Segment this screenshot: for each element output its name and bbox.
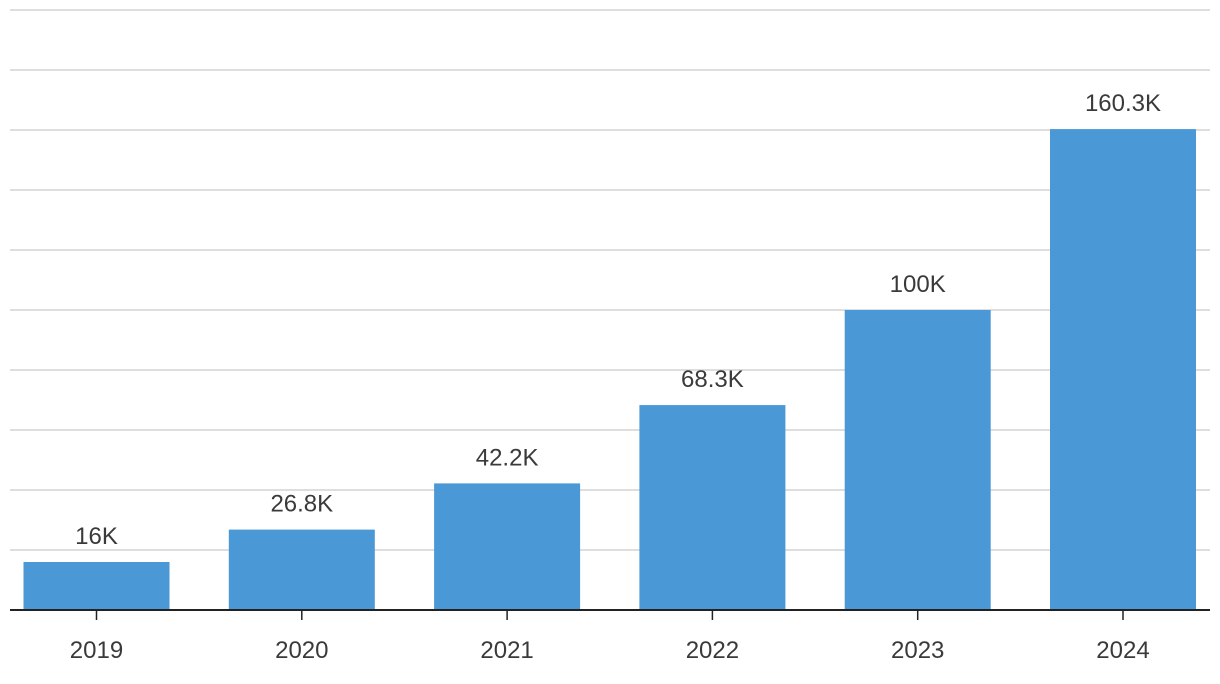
x-tick-label: 2024 [1096,637,1149,664]
bar-value-label: 100K [890,271,946,298]
x-tick-label: 2020 [275,637,328,664]
bar-value-label: 68.3K [681,366,744,393]
bar-2019 [23,562,170,610]
x-tick-label: 2019 [70,637,123,664]
bar-2023 [844,310,991,610]
bar-value-label: 42.2K [476,444,539,471]
bars [23,129,1196,610]
gridlines [10,9,1210,551]
x-tick-label: 2023 [891,637,944,664]
bar-2020 [228,529,375,610]
bar-value-label: 26.8K [270,491,333,518]
bar-2024 [1050,129,1196,610]
bar-value-labels: 16K 26.8K 42.2K 68.3K 100K 160.3K [75,90,1161,550]
x-tick-label: 2021 [480,637,533,664]
bar-2022 [639,405,786,610]
bar-2021 [434,483,581,610]
bar-value-label: 16K [75,523,118,550]
x-tick-label: 2022 [686,637,739,664]
bar-value-label: 160.3K [1085,90,1161,117]
x-axis: 2019 2020 2021 2022 2023 2024 [10,609,1210,664]
